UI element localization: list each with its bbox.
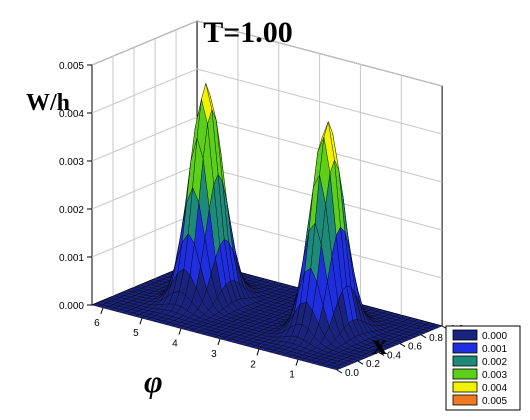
x-tick-label: 0.4 [387,350,401,361]
legend-label: 0.005 [482,396,507,407]
phi-tick-mark [100,307,104,315]
x-tick-mark [399,343,406,348]
legend-swatch [452,342,478,354]
legend-label: 0.001 [482,344,507,355]
legend-label: 0.002 [482,357,507,368]
phi-tick-label: 2 [250,359,256,370]
legend-swatch [452,381,478,393]
x-tick-label: 0.2 [366,359,380,370]
chart-title: T=1.00 [203,16,293,49]
z-tick-label: 0.005 [59,61,84,72]
z-tick-label: 0.004 [59,109,84,120]
legend-swatch [452,394,478,406]
z-tick-label: 0.000 [59,301,84,312]
surface-cell [330,366,342,371]
z-axis-label: W/h [26,90,70,116]
z-tick-label: 0.002 [59,205,84,216]
legend-label: 0.004 [482,383,507,394]
legend-swatch [452,368,478,380]
x-tick-mark [336,369,343,374]
x-tick-mark [357,360,364,365]
phi-tick-mark [295,359,299,366]
x-tick-label: 0.6 [408,342,422,353]
x-tick-label: 0.8 [429,333,443,344]
phi-tick-mark [217,338,221,346]
x-tick-mark [378,351,385,356]
z-tick-label: 0.001 [59,253,84,264]
chart-walls [91,20,443,327]
phi-axis-label: φ [144,363,163,399]
phi-tick-mark [178,328,182,335]
phi-tick-mark [256,349,260,356]
phi-tick-label: 4 [172,339,178,350]
legend-label: 0.000 [482,331,507,342]
x-tick-label: 0.0 [345,368,359,379]
legend-label: 0.003 [482,370,507,381]
legend: 0.000 0.001 0.002 0.003 0.004 0.005 [445,325,521,411]
phi-tick-label: 6 [94,318,100,329]
axis-ticks: 0.000 0.001 0.002 0.003 0.004 0.005 0.0 0.2 0.4 0… [59,61,464,381]
z-tick-label: 0.003 [59,157,84,168]
x-tick-mark [420,334,427,339]
phi-tick-label: 3 [211,349,217,360]
surface-mesh [91,82,443,371]
legend-swatch [452,329,478,341]
phi-tick-label: 1 [289,370,295,381]
x-axis-label: x [372,328,387,361]
phi-tick-mark [139,318,143,325]
legend-swatch [452,355,478,367]
phi-tick-label: 5 [133,328,139,339]
